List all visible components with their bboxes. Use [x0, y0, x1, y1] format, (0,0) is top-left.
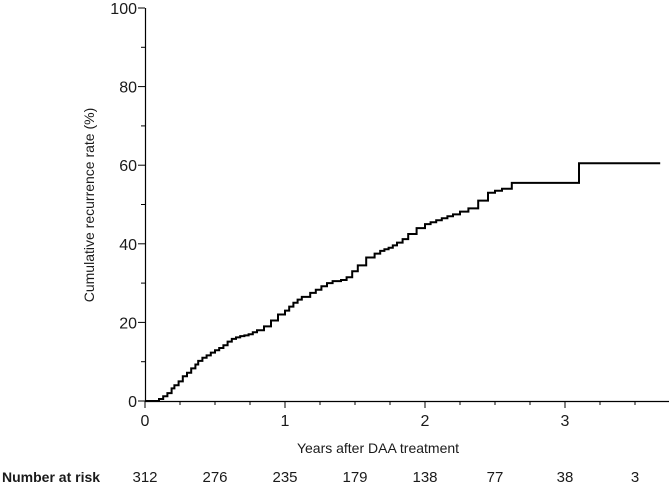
- x-ticks: 0 1 2 3: [141, 401, 636, 430]
- x-tick-label: 1: [281, 413, 290, 430]
- risk-value: 138: [412, 469, 437, 484]
- x-axis-label: Years after DAA treatment: [297, 440, 459, 456]
- risk-value: 77: [487, 469, 504, 484]
- risk-values: 312 276 235 179 138 77 38 3: [132, 469, 639, 484]
- x-axis: 0 1 2 3: [141, 400, 669, 430]
- risk-value: 38: [557, 469, 574, 484]
- x-tick-label: 0: [141, 413, 150, 430]
- risk-value: 235: [272, 469, 297, 484]
- x-tick-label: 3: [561, 413, 570, 430]
- risk-value: 3: [631, 469, 639, 484]
- x-tick-label: 2: [421, 413, 430, 430]
- y-tick-label: 80: [119, 80, 137, 97]
- y-tick-label: 100: [110, 1, 137, 18]
- risk-value: 276: [202, 469, 227, 484]
- y-axis: 0 20 40 60 80 100: [110, 1, 147, 411]
- y-tick-label: 20: [119, 315, 137, 332]
- y-tick-label: 60: [119, 158, 137, 175]
- risk-table-label: Number at risk: [2, 469, 100, 484]
- y-tick-label: 0: [128, 394, 137, 411]
- risk-table: Number at risk 312 276 235 179 138 77 38 3: [2, 469, 639, 484]
- y-axis-label: Cumulative recurrence rate (%): [81, 108, 97, 303]
- y-tick-label: 40: [119, 237, 137, 254]
- risk-value: 179: [342, 469, 367, 484]
- y-ticks: 0 20 40 60 80 100: [110, 1, 145, 411]
- risk-value: 312: [132, 469, 157, 484]
- km-curve: [145, 162, 661, 402]
